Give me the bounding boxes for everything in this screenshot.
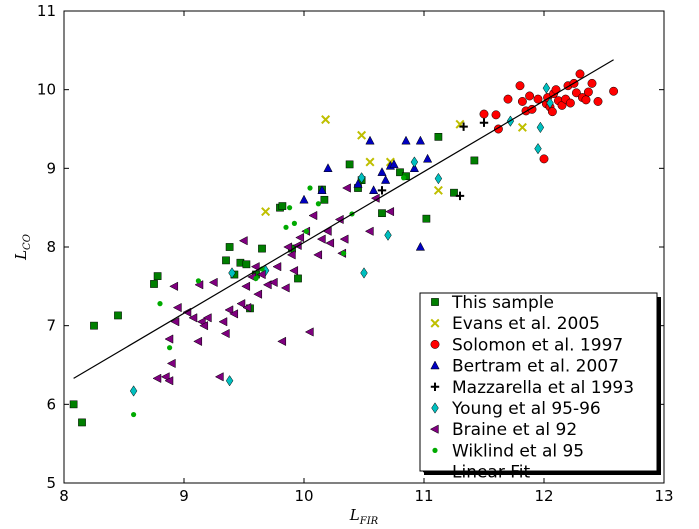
point-7-7	[287, 205, 292, 210]
legend-item-7: Wiklind et al 95	[432, 441, 584, 461]
point-7-6	[283, 225, 288, 230]
point-0-1	[78, 419, 85, 426]
point-2-3	[504, 95, 512, 103]
point-0-19	[321, 196, 328, 203]
legend-label: Mazzarella et al 1993	[452, 378, 634, 398]
point-0-26	[423, 215, 430, 222]
legend-swatch	[432, 448, 437, 453]
point-2-4	[516, 82, 524, 90]
point-7-12	[341, 251, 346, 256]
point-0-10	[243, 261, 250, 268]
legend-label: Bertram et al. 2007	[452, 357, 619, 377]
y-tick-label: 10	[37, 81, 56, 99]
y-tick-label: 7	[46, 317, 56, 335]
x-axis-label: LFIR	[349, 506, 379, 527]
point-0-6	[222, 257, 229, 264]
point-0-27	[435, 133, 442, 140]
point-2-29	[594, 97, 602, 105]
point-7-10	[307, 185, 312, 190]
legend-swatch	[431, 340, 439, 348]
point-2-0	[480, 110, 488, 118]
legend-item-1: Evans et al. 2005	[431, 314, 600, 334]
point-2-10	[540, 155, 548, 163]
y-tick-label: 8	[46, 238, 56, 256]
legend-label: Linear Fit	[452, 463, 531, 483]
point-2-14	[548, 107, 556, 115]
x-tick-label: 11	[414, 487, 433, 505]
point-0-13	[258, 245, 265, 252]
point-0-23	[378, 210, 385, 217]
legend-label: Solomon et al. 1997	[452, 335, 623, 355]
x-tick-label: 8	[59, 487, 69, 505]
point-2-27	[584, 88, 592, 96]
point-2-1	[492, 111, 500, 119]
point-0-17	[294, 275, 301, 282]
y-tick-label: 11	[37, 2, 56, 20]
x-tick-label: 10	[294, 487, 313, 505]
point-0-15	[279, 202, 286, 209]
point-7-1	[157, 301, 162, 306]
point-0-2	[90, 322, 97, 329]
y-tick-label: 9	[46, 159, 56, 177]
point-0-20	[346, 161, 353, 168]
point-7-14	[401, 175, 406, 180]
x-tick-label: 12	[534, 487, 553, 505]
legend-label: Young et al 95-96	[451, 399, 601, 419]
point-0-29	[471, 157, 478, 164]
point-2-24	[576, 70, 584, 78]
y-tick-label: 6	[46, 395, 56, 413]
y-axis-label-main: L	[12, 250, 30, 261]
point-0-5	[154, 273, 161, 280]
point-7-9	[304, 229, 309, 234]
point-2-28	[588, 79, 596, 87]
legend-label: Braine et al 92	[452, 420, 577, 440]
legend-label: Wiklind et al 95	[452, 441, 584, 461]
point-2-21	[566, 99, 574, 107]
legend-item-5: Young et al 95-96	[432, 399, 601, 419]
point-7-11	[316, 201, 321, 206]
point-2-5	[518, 97, 526, 105]
point-0-0	[70, 401, 77, 408]
x-tick-label: 13	[654, 487, 673, 505]
legend-swatch	[431, 298, 438, 305]
legend-item-3: Bertram et al. 2007	[431, 357, 619, 377]
x-tick-label: 9	[179, 487, 189, 505]
legend-item-2: Solomon et al. 1997	[431, 335, 623, 355]
x-axis-label-sub: FIR	[359, 516, 379, 527]
y-axis-label: LCO	[12, 234, 33, 261]
y-tick-label: 5	[46, 474, 56, 492]
point-7-0	[131, 412, 136, 417]
legend-label: This sample	[451, 293, 554, 313]
point-7-4	[253, 276, 258, 281]
legend-item-4: Mazzarella et al 1993	[431, 378, 634, 398]
point-0-7	[226, 243, 233, 250]
point-2-30	[609, 87, 617, 95]
legend-item-6: Braine et al 92	[430, 420, 577, 440]
y-axis-label-sub: CO	[22, 234, 33, 250]
point-7-3	[196, 278, 201, 283]
legend-label: Evans et al. 2005	[452, 314, 600, 334]
point-7-2	[167, 345, 172, 350]
point-2-7	[525, 92, 533, 100]
point-0-4	[150, 280, 157, 287]
point-2-26	[582, 96, 590, 104]
x-axis-label-main: L	[349, 506, 360, 524]
point-0-3	[114, 312, 121, 319]
point-7-8	[292, 221, 297, 226]
